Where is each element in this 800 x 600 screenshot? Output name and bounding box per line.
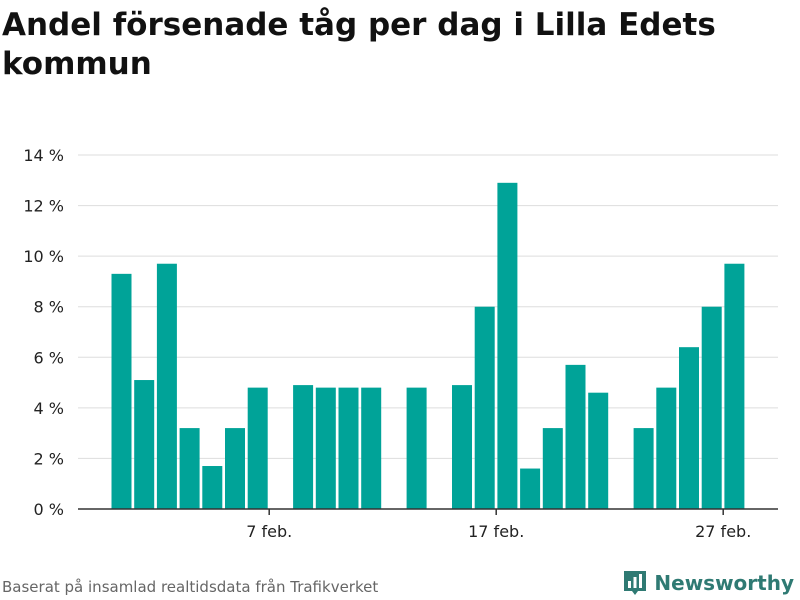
axes — [78, 508, 778, 515]
y-tick-label: 10 % — [23, 247, 64, 266]
x-tick-label: 7 feb. — [246, 522, 292, 541]
bar-day-18 — [497, 182, 518, 510]
bar-day-27 — [701, 306, 722, 509]
y-tick-label: 8 % — [34, 298, 64, 317]
y-tick-label: 14 % — [23, 146, 64, 165]
bar-day-21 — [565, 364, 586, 509]
bar-day-7 — [247, 387, 268, 509]
bar-day-14 — [406, 387, 427, 509]
bar-day-12 — [361, 387, 382, 509]
bar-day-9 — [293, 385, 314, 509]
bar-day-1 — [111, 273, 132, 509]
bar-day-16 — [452, 385, 472, 509]
bar-day-3 — [156, 263, 177, 509]
bar-day-19 — [520, 468, 541, 509]
bar-day-22 — [588, 392, 609, 509]
bar-day-10 — [315, 387, 336, 509]
bar-day-28 — [724, 263, 745, 509]
bars — [111, 182, 745, 510]
y-tick-label: 0 % — [34, 500, 64, 519]
source-note: Baserat på insamlad realtidsdata från Tr… — [2, 578, 379, 596]
bar-day-5 — [202, 466, 223, 509]
chart-title: Andel försenade tåg per dag i Lilla Edet… — [2, 7, 716, 82]
x-tick-label: 17 feb. — [468, 522, 524, 541]
y-tick-label: 12 % — [23, 197, 64, 216]
bar-day-2 — [134, 380, 155, 509]
brand-logo[interactable]: Newsworthy — [622, 568, 794, 598]
bar-day-25 — [656, 387, 677, 509]
tick-labels: 0 % 2 % 4 % 6 % 8 % 10 % 12 % 14 % 7 feb. 17 feb.… — [23, 146, 751, 541]
bar-day-4 — [179, 428, 200, 509]
y-tick-label: 4 % — [34, 399, 64, 418]
bar-day-17 — [474, 306, 495, 509]
bar-day-24 — [633, 428, 654, 509]
bar-day-20 — [542, 428, 563, 509]
bar-day-6 — [225, 428, 245, 509]
bar-chart-logo-icon — [624, 571, 647, 595]
y-tick-label: 6 % — [34, 348, 64, 367]
brand-name: Newsworthy — [654, 571, 794, 595]
x-tick-label: 27 feb. — [695, 522, 751, 541]
y-tick-label: 2 % — [34, 449, 64, 468]
bar-day-26 — [679, 347, 699, 509]
bar-day-11 — [338, 387, 359, 509]
